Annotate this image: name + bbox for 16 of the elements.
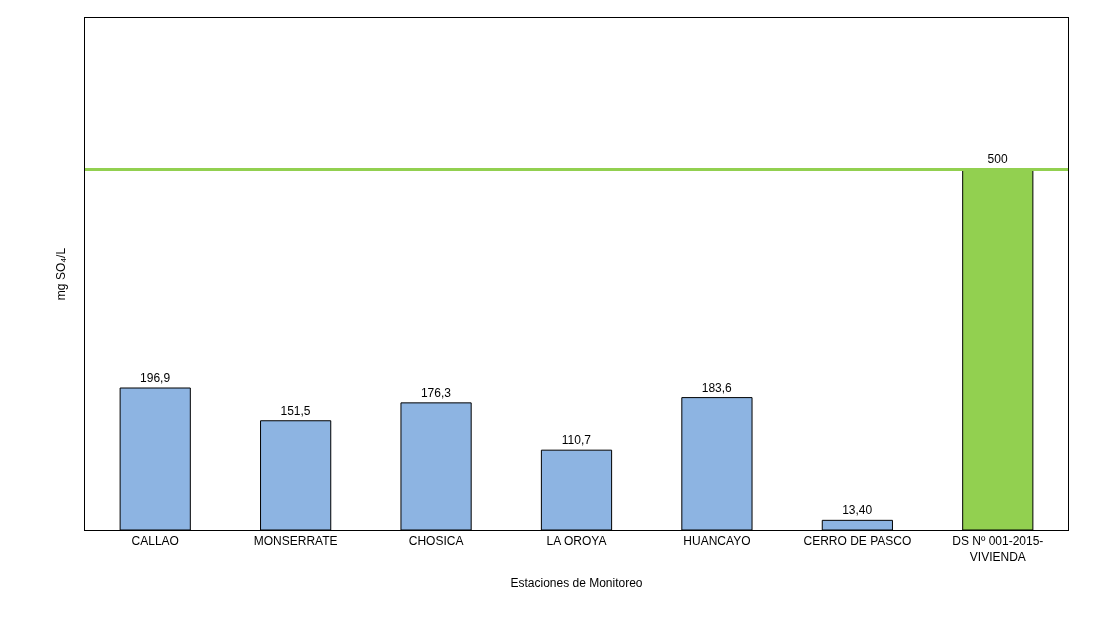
data-label: 13,40	[842, 503, 873, 518]
y-axis-title: mg SO₄/L	[54, 247, 69, 301]
data-label: 196,9	[140, 371, 171, 386]
data-label: 500	[987, 152, 1008, 167]
x-tick-label: CERRO DE PASCO	[803, 534, 912, 549]
data-label: 151,5	[280, 403, 311, 418]
data-label: 183,6	[701, 380, 733, 395]
x-tick-label: DS Nº 001-2015- VIVIENDA	[952, 534, 1044, 564]
x-tick-label: LA OROYA	[546, 534, 607, 549]
x-tick-label: HUANCAYO	[683, 534, 751, 549]
x-axis-title: Estaciones de Monitoreo	[510, 575, 643, 590]
data-label: 176,3	[420, 385, 452, 400]
data-label: 110,7	[561, 433, 592, 448]
x-tick-label: CHOSICA	[408, 534, 464, 549]
x-tick-label: MONSERRATE	[253, 534, 338, 549]
x-tick-label: CALLAO	[131, 534, 179, 549]
